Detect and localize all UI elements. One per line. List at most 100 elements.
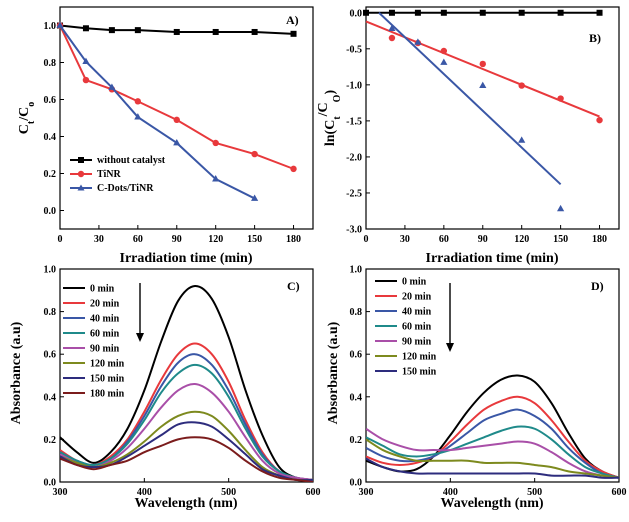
panel-label-a: A) (286, 13, 299, 27)
plot-frame-b (365, 6, 620, 230)
y-tick-label-d: 0.0 (350, 478, 363, 489)
legend-label-150-min: 150 min (402, 367, 437, 378)
data-point-without-catalyst (290, 30, 297, 37)
data-point-without-catalyst (82, 25, 89, 32)
y-tick-label-c: 1.0 (44, 265, 57, 276)
legend-label-cdots-tinr: C-Dots/TiNR (97, 183, 154, 194)
x-tick-label-b: 150 (553, 234, 568, 245)
x-tick-label-b: 0 (364, 234, 369, 245)
x-tick-label-c: 300 (53, 487, 68, 498)
data-point-without-catalyst (212, 28, 219, 35)
panel-c-marks: 300 400 500 600 0.0 0.2 0.4 0.6 0.8 1.0 (44, 265, 321, 499)
data-point-c-dots-tinr (108, 83, 116, 90)
y-axis-label-a: Ct/Co (17, 102, 37, 134)
data-point-tinr (388, 34, 396, 42)
x-tick-label-d: 500 (527, 487, 542, 498)
data-point-tinr (82, 76, 90, 84)
legend-c: 0 min 20 min 40 min 60 min 90 min 120 min 150 … (63, 284, 125, 400)
data-point-tinr (479, 60, 486, 68)
spectrum-line-60-min (366, 425, 619, 479)
panel-b-marks: 0 30 60 90 120 150 180 0.0 -0.5 -1.0 -1.5 -2.0 -2.5 -… (346, 8, 607, 245)
x-axis-label-d: Wavelength (nm) (440, 496, 543, 511)
legend-label-0-min: 0 min (402, 277, 427, 288)
y-axis-label-d: Absorbance (a.u) (326, 321, 341, 424)
spectrum-line-120-min (366, 438, 619, 479)
spectrum-line-150-min (366, 457, 619, 479)
x-tick-label-c: 500 (221, 487, 236, 498)
data-point-tinr (251, 150, 258, 158)
legend-label-40-min: 40 min (402, 307, 432, 318)
legend-label-20-min: 20 min (90, 299, 120, 310)
y-tick-label-a: 1.0 (44, 21, 57, 32)
x-tick-label-b: 60 (439, 234, 449, 245)
legend-label-0-min: 0 min (90, 284, 115, 295)
legend-d: 0 min 20 min 40 min 60 min 90 min 120 min 150 … (375, 277, 437, 378)
x-tick-label-d: 300 (359, 487, 374, 498)
spectrum-line-180-min (60, 436, 313, 482)
legend-label-90-min: 90 min (90, 344, 120, 355)
data-point-cdots-tinr (440, 58, 448, 65)
y-tick-label-d: 1.0 (350, 265, 363, 276)
panel-label-b: B) (589, 31, 601, 45)
data-point-without-catalyst (479, 9, 486, 16)
data-point-without-catalyst (557, 9, 564, 16)
data-point-tinr (212, 139, 219, 147)
data-point-tinr (290, 165, 297, 173)
y-tick-label-a: 0.0 (44, 206, 57, 217)
x-tick-label-d: 600 (612, 487, 627, 498)
data-point-c-dots-tinr (173, 138, 181, 146)
plot-frame-d (365, 268, 620, 483)
x-tick-label-c: 400 (137, 487, 152, 498)
series-line-without-catalyst (59, 24, 294, 35)
data-point-without-catalyst (251, 28, 258, 35)
panel-label-c: C) (287, 279, 300, 293)
panel-b: 0 30 60 90 120 150 180 0.0 -0.5 -1.0 -1.5 -2.0 -2.5 -… (316, 6, 620, 266)
y-axis-label-b: ln(Ct/CO) (316, 90, 343, 147)
legend-a: without catalyst TiNR C-Dots/TiNR (70, 155, 166, 194)
y-tick-label-d: 0.8 (350, 307, 363, 318)
spectrum-line-60-min (60, 363, 313, 481)
data-point-without-catalyst (414, 9, 421, 16)
spectrum-line-20-min (366, 395, 619, 479)
data-point-tinr (440, 47, 448, 55)
y-tick-label-d: 0.2 (350, 435, 363, 446)
data-point-without-catalyst (518, 9, 525, 16)
x-tick-label-a: 180 (286, 234, 301, 245)
data-point-cdots-tinr (414, 38, 422, 45)
data-point-tinr (518, 82, 525, 89)
y-tick-label-c: 0.4 (44, 392, 57, 403)
x-axis-label-c: Wavelength (nm) (134, 496, 237, 511)
panel-c: 300 400 500 600 0.0 0.2 0.4 0.6 0.8 1.0 C) Wavele… (9, 265, 321, 512)
x-tick-label-b: 120 (514, 234, 529, 245)
legend-label-without-catalyst: without catalyst (97, 155, 166, 166)
data-point-without-catalyst (363, 9, 369, 16)
y-tick-label-b: -1.5 (346, 116, 362, 127)
data-point-c-dots-tinr (56, 21, 64, 28)
y-tick-label-a: 0.4 (44, 132, 57, 143)
panel-a: 0 30 60 90 120 150 180 0.0 0.2 0.4 0.6 0.8 1.0 A) Ir… (17, 6, 314, 266)
spectra-c (60, 285, 313, 482)
data-point-cdots-tinr (479, 81, 487, 88)
x-tick-label-a: 30 (94, 234, 104, 245)
x-tick-label-b: 180 (592, 234, 607, 245)
legend-label-180-min: 180 min (90, 389, 125, 400)
y-tick-label-b: -2.5 (346, 188, 362, 199)
x-tick-label-a: 90 (172, 234, 182, 245)
plot-frame-a (59, 6, 314, 230)
data-point-c-dots-tinr (251, 194, 259, 201)
y-tick-label-c: 0.6 (44, 350, 57, 361)
x-tick-label-c: 600 (306, 487, 321, 498)
fit-line-cdots-tinr (378, 12, 562, 186)
legend-label-120-min: 120 min (402, 352, 437, 363)
x-tick-label-a: 0 (58, 234, 63, 245)
spectrum-line-90-min (366, 427, 619, 479)
x-tick-label-a: 150 (247, 234, 262, 245)
legend-label-90-min: 90 min (402, 337, 432, 348)
y-tick-label-d: 0.6 (350, 350, 363, 361)
y-tick-label-c: 0.2 (44, 435, 57, 446)
legend-label-150-min: 150 min (90, 374, 125, 385)
y-tick-label-b: -3.0 (346, 225, 362, 236)
data-point-cdots-tinr (518, 136, 526, 143)
data-point-tinr (173, 116, 180, 124)
spectrum-line-0-min (60, 285, 313, 481)
